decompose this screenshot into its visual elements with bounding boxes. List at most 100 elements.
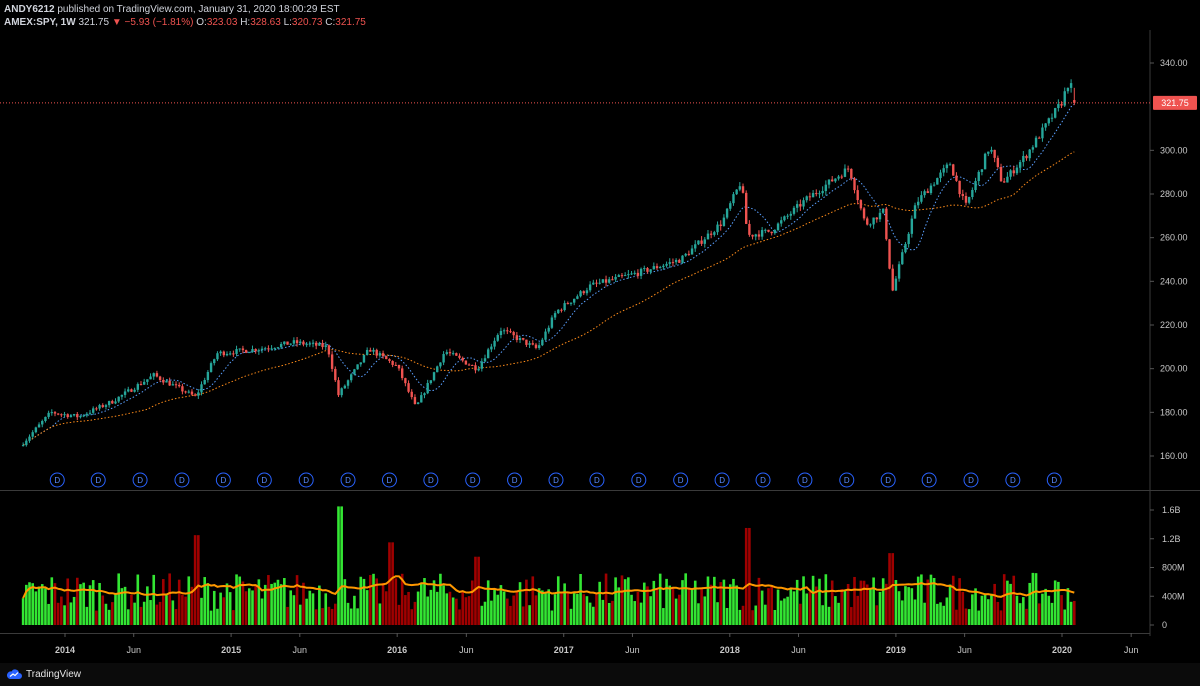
candle-body	[977, 171, 980, 182]
candle	[496, 333, 499, 342]
volume-bar	[324, 593, 328, 625]
candle-body	[611, 279, 614, 281]
volume-bar	[56, 602, 60, 625]
tradingview-logo[interactable]: TradingView	[6, 668, 81, 680]
candle	[668, 258, 671, 268]
candle	[827, 179, 831, 189]
candle-body	[917, 201, 920, 206]
volume-bar	[375, 578, 379, 625]
candle-body	[66, 414, 69, 418]
candle	[572, 298, 576, 306]
candle-body	[305, 344, 308, 346]
candle	[37, 422, 41, 428]
candle	[885, 206, 888, 241]
dividend-circle	[215, 472, 231, 488]
candle-body	[608, 279, 611, 283]
cloud-icon	[6, 669, 22, 679]
candle	[818, 190, 821, 199]
candle-body	[130, 389, 133, 392]
candle-body	[385, 356, 388, 360]
volume-bar	[464, 597, 468, 625]
price-tick-label: 160.00	[1160, 451, 1188, 461]
candle-body	[799, 204, 802, 207]
volume-bar	[400, 573, 404, 625]
candle	[703, 237, 706, 248]
candle	[490, 343, 493, 353]
candle-body	[983, 153, 987, 170]
volume-bar	[617, 587, 621, 625]
candle-body	[311, 342, 315, 344]
volume-bar	[1041, 593, 1044, 625]
candle	[553, 310, 557, 320]
candle	[576, 294, 579, 300]
candle	[792, 205, 796, 216]
candle-body	[633, 272, 636, 274]
author-name[interactable]: ANDY6212	[4, 4, 55, 15]
volume-bar	[865, 584, 869, 625]
candle-body	[72, 414, 76, 416]
volume-bar	[451, 597, 455, 625]
candle-body	[697, 240, 700, 245]
dividend-circle	[921, 472, 937, 488]
volume-bar	[980, 595, 984, 625]
candle	[1053, 107, 1057, 119]
candle	[56, 413, 60, 416]
volume-bar	[636, 591, 640, 625]
candle	[270, 345, 273, 351]
volume-bar	[1034, 573, 1038, 625]
brand-name: TradingView	[26, 668, 82, 680]
candle-body	[149, 376, 152, 380]
candle	[95, 406, 98, 411]
candle-body	[961, 194, 965, 196]
price-tick-label: 260.00	[1160, 233, 1188, 243]
candle-body	[416, 402, 420, 404]
dividend-circle	[1046, 472, 1062, 488]
volume-bar	[525, 579, 528, 625]
dividend-circle	[880, 472, 896, 488]
volume-bar	[410, 609, 414, 625]
candle-body	[244, 350, 248, 353]
volume-bar	[337, 506, 340, 625]
volume-bar	[158, 601, 162, 625]
volume-bar	[384, 591, 388, 625]
time-tick-label: 2020	[1052, 645, 1072, 655]
candle-body	[1047, 118, 1051, 124]
candle-body	[28, 436, 31, 441]
candle	[295, 337, 299, 347]
price-tick-label: 340.00	[1160, 58, 1188, 68]
volume-bar	[649, 596, 652, 625]
candle-body	[397, 364, 401, 369]
dividend-label: D	[470, 476, 476, 485]
candle	[1047, 117, 1051, 126]
chart-header: ANDY6212 published on TradingView.com, J…	[4, 3, 366, 29]
candle	[209, 361, 213, 373]
candle	[375, 348, 378, 359]
candle	[544, 328, 547, 341]
candle	[996, 155, 1000, 169]
dividend-label: D	[345, 476, 351, 485]
symbol-label[interactable]: AMEX:SPY, 1W	[4, 17, 76, 28]
dividend-label: D	[220, 476, 226, 485]
price-tick-label: 300.00	[1160, 145, 1188, 155]
candle-body	[709, 233, 713, 235]
time-tick-label: 2016	[387, 645, 407, 655]
candle-body	[257, 350, 261, 352]
candle-body	[413, 397, 417, 404]
candle-body	[904, 244, 907, 253]
candle-body	[560, 309, 563, 311]
candle	[222, 350, 226, 358]
volume-bar	[588, 602, 592, 625]
candle-body	[104, 405, 108, 407]
candle	[327, 344, 331, 358]
candle	[633, 270, 636, 276]
legend-line: AMEX:SPY, 1W 321.75 ▼ −5.93 (−1.81%) O:3…	[4, 16, 366, 29]
volume-bar	[684, 573, 687, 625]
candle-body	[939, 172, 942, 179]
candle	[455, 352, 458, 356]
volume-bar	[318, 585, 321, 625]
volume-bar	[270, 583, 273, 625]
chart-canvas[interactable]: D D D D D D D D D D D D D D D D D D D D D D D D D 340.00 300.00 28…	[0, 0, 1200, 663]
volume-bar	[369, 575, 372, 625]
candle-body	[760, 230, 764, 237]
candle-body	[181, 386, 184, 392]
